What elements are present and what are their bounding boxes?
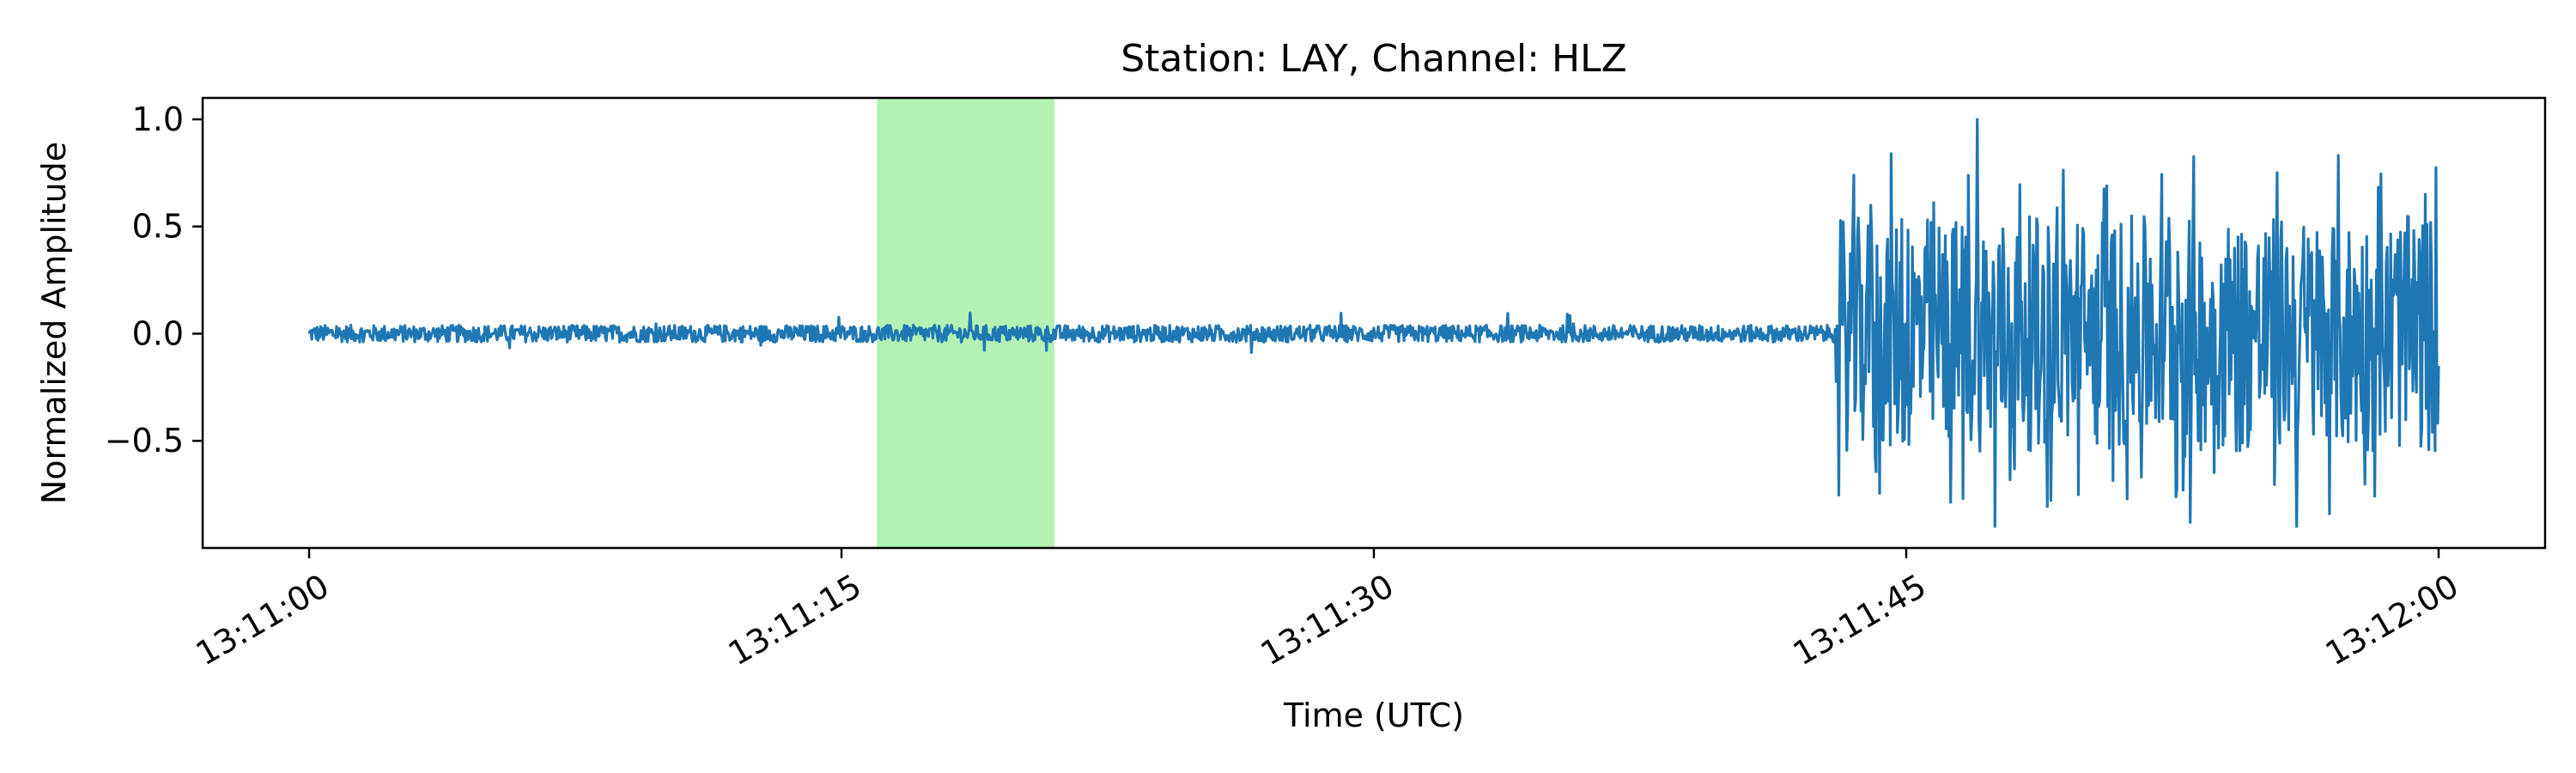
chart-title: Station: LAY, Channel: HLZ bbox=[1121, 37, 1627, 81]
x-axis-label: Time (UTC) bbox=[1283, 697, 1464, 734]
x-tick-label: 13:12:00 bbox=[2319, 567, 2465, 673]
y-axis-label: Normalized Amplitude bbox=[35, 142, 73, 504]
waveform-line bbox=[307, 118, 2440, 528]
x-tick-label: 13:11:30 bbox=[1255, 567, 1400, 673]
y-tick-label: 0.5 bbox=[132, 208, 184, 246]
x-tick-label: 13:11:15 bbox=[722, 567, 868, 673]
x-tick-label: 13:11:00 bbox=[190, 567, 336, 673]
y-tick-label: 1.0 bbox=[132, 100, 184, 138]
y-tick-label: 0.0 bbox=[132, 314, 184, 352]
highlight-window bbox=[877, 98, 1054, 548]
y-axis: 1.0 0.5 0.0 −0.5 bbox=[105, 100, 203, 460]
x-axis: 13:11:00 13:11:15 13:11:30 13:11:45 13:12:00 bbox=[190, 548, 2465, 673]
y-tick-label: −0.5 bbox=[105, 422, 184, 460]
highlight-layer bbox=[877, 98, 1054, 548]
x-tick-label: 13:11:45 bbox=[1787, 567, 1933, 673]
series-layer bbox=[307, 118, 2440, 528]
